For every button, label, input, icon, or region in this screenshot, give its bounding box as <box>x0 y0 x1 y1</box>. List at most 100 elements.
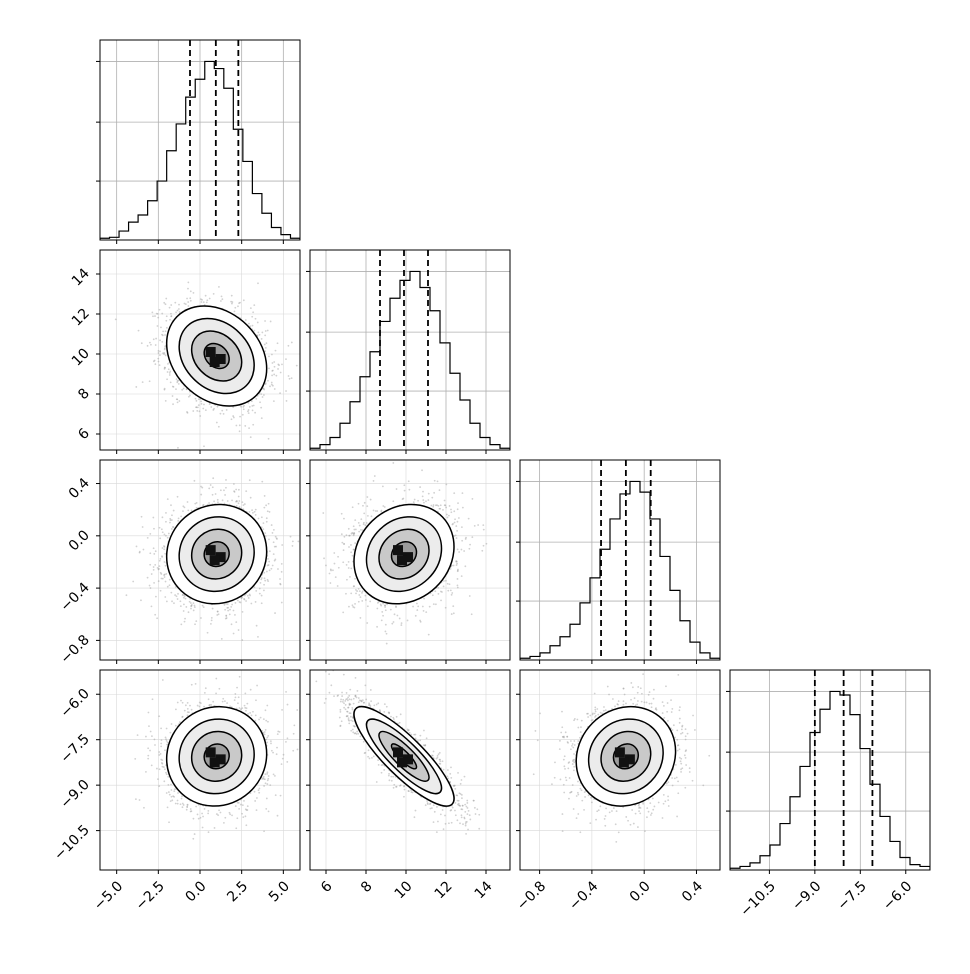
scatter-point <box>271 353 273 356</box>
scatter-point <box>183 603 185 606</box>
scatter-point <box>382 505 385 507</box>
scatter-point <box>171 600 173 603</box>
scatter-point <box>225 603 228 605</box>
scatter-point <box>238 675 241 678</box>
density-cell <box>397 555 407 566</box>
scatter-point <box>345 692 348 694</box>
scatter-point <box>450 613 453 615</box>
scatter-point <box>263 733 266 736</box>
scatter-point <box>186 411 188 413</box>
scatter-point <box>343 706 346 709</box>
scatter-point <box>661 817 664 819</box>
density-core <box>614 747 635 768</box>
scatter-point <box>264 320 266 322</box>
scatter-point <box>685 764 688 766</box>
scatter-point <box>212 409 215 411</box>
scatter-point <box>562 735 564 738</box>
scatter-point <box>264 350 267 353</box>
scatter-point <box>171 799 174 802</box>
scatter-point <box>349 688 352 691</box>
scatter-point <box>685 749 688 752</box>
scatter-point <box>456 578 459 580</box>
scatter-point <box>476 808 479 811</box>
scatter-point <box>395 785 398 788</box>
scatter-point <box>148 341 151 344</box>
scatter-point <box>161 555 163 558</box>
scatter-point <box>158 715 161 718</box>
scatter-point <box>140 515 143 518</box>
scatter-point <box>290 341 293 344</box>
panel-frame <box>729 669 931 871</box>
scatter-point <box>238 601 241 603</box>
scatter-point <box>455 560 458 563</box>
scatter-point <box>202 504 204 507</box>
scatter-point <box>366 514 369 517</box>
scatter-point <box>244 692 247 695</box>
scatter-point <box>334 576 337 579</box>
scatter-point <box>245 600 247 602</box>
scatter-point <box>189 808 192 810</box>
scatter-point <box>347 706 349 709</box>
scatter-point <box>341 695 344 697</box>
histogram-3 <box>730 690 930 870</box>
scatter-point <box>580 719 583 722</box>
scatter-point <box>256 321 259 324</box>
scatter-point <box>361 699 364 702</box>
scatter-point <box>223 700 226 703</box>
scatter-point <box>375 703 378 706</box>
scatter-point <box>254 601 257 603</box>
scatter-point <box>622 687 625 690</box>
scatter-point <box>203 445 205 448</box>
scatter-point <box>211 607 214 610</box>
scatter-point <box>637 804 640 807</box>
y-tick-label: 10 <box>69 346 93 370</box>
scatter-point <box>194 623 196 626</box>
scatter-point <box>196 813 199 816</box>
scatter-point <box>348 546 350 548</box>
scatter-point <box>452 784 455 787</box>
scatter-point <box>564 767 566 770</box>
scatter-point <box>202 301 205 304</box>
scatter-point <box>200 493 203 496</box>
scatter-point <box>584 796 586 798</box>
scatter-point <box>224 617 227 620</box>
scatter-point <box>243 800 245 802</box>
scatter-point <box>362 701 365 704</box>
x-tick-label: −0.8 <box>514 878 549 913</box>
scatter-point <box>380 771 383 774</box>
scatter-point <box>234 693 237 695</box>
scatter-point <box>268 538 270 541</box>
scatter-point <box>360 699 362 702</box>
scatter-point <box>165 727 168 730</box>
scatter-point <box>153 527 155 530</box>
scatter-point <box>384 606 387 608</box>
scatter-point <box>267 564 270 566</box>
scatter-point <box>249 496 252 499</box>
scatter-point <box>159 339 162 342</box>
scatter-point <box>453 784 456 787</box>
scatter-point <box>350 567 353 570</box>
scatter-point <box>251 409 254 412</box>
scatter-point <box>323 557 325 560</box>
scatter-point <box>158 364 161 366</box>
scatter-point <box>180 797 183 800</box>
scatter-point <box>572 746 575 749</box>
scatter-point <box>459 782 462 785</box>
scatter-point <box>345 698 347 701</box>
scatter-point <box>456 520 459 523</box>
scatter-point <box>454 534 457 537</box>
scatter-point <box>466 802 469 804</box>
scatter-point <box>238 807 241 810</box>
scatter-point <box>186 806 189 808</box>
scatter-point <box>242 408 245 411</box>
scatter-point <box>147 757 150 760</box>
scatter-point <box>572 760 574 763</box>
scatter-point <box>201 486 204 489</box>
scatter-point <box>678 756 681 759</box>
x-tick-label: 0.0 <box>183 878 210 905</box>
scatter-point <box>260 578 263 581</box>
scatter-point <box>189 299 192 302</box>
scatter-point <box>158 754 161 756</box>
scatter-point <box>167 783 170 786</box>
scatter-point <box>157 360 160 363</box>
